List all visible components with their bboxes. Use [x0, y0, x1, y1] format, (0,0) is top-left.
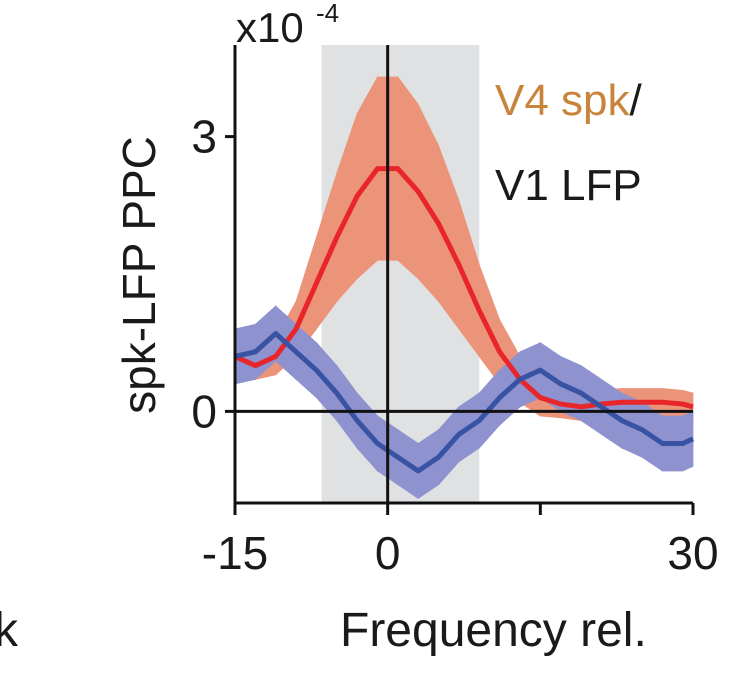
- x-tick-label: -15: [202, 527, 268, 579]
- y-tick-label: 0: [191, 385, 217, 437]
- error-band: [478, 264, 501, 386]
- legend-part: V4 spk: [495, 76, 631, 125]
- line: [233, 166, 694, 410]
- legend-text: V1 LFP: [495, 161, 642, 210]
- x-tick-label: 0: [375, 527, 401, 579]
- y-axis-label: spk-LFP PPC: [113, 136, 165, 414]
- legend-text: V4 spk/: [495, 76, 643, 125]
- x-tick-label: 30: [667, 527, 718, 579]
- y-scale-exponent: -4: [316, 0, 339, 28]
- y-scale-label: x10: [236, 4, 304, 51]
- cropped-label: k: [0, 604, 19, 657]
- line: [234, 331, 695, 474]
- y-tick-label: 3: [191, 111, 217, 163]
- legend-part: /: [630, 76, 643, 125]
- x-axis-label: Frequency rel.: [340, 604, 647, 657]
